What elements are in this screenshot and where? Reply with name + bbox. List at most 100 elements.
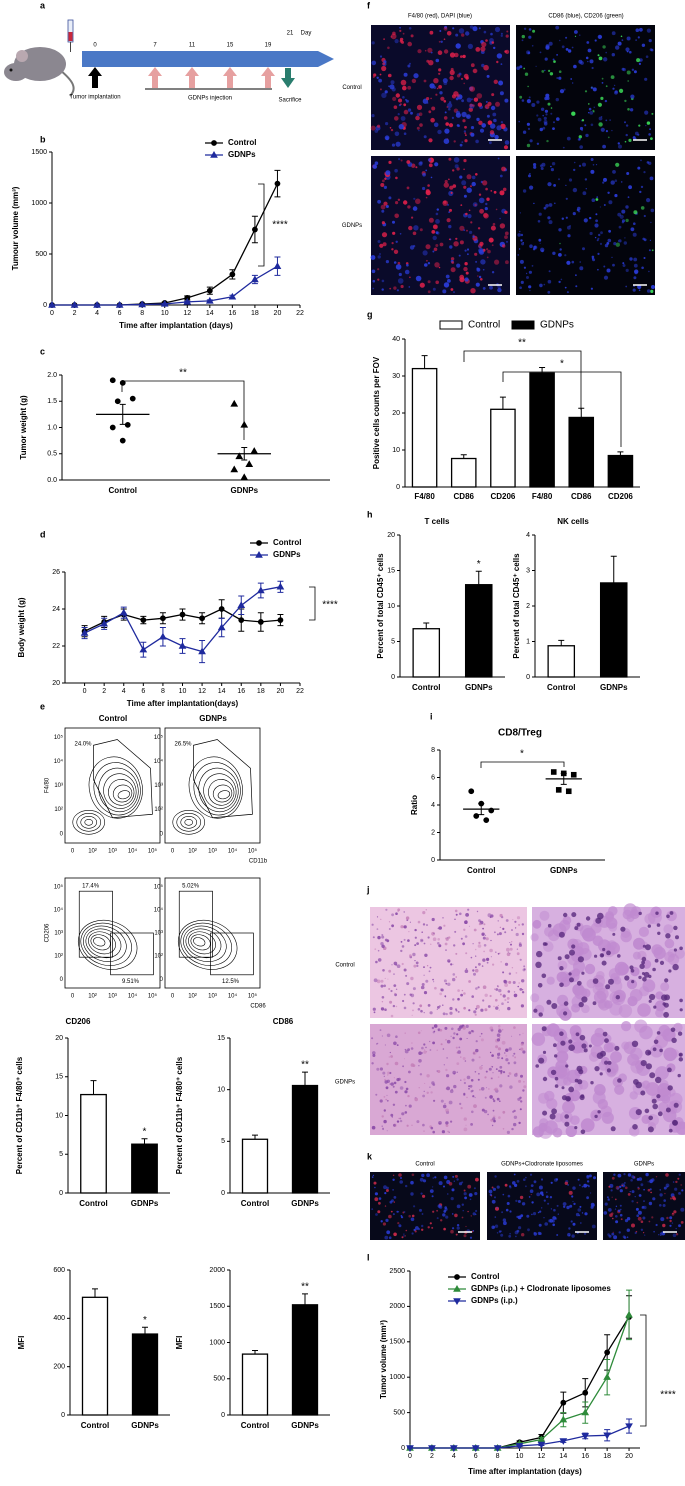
line [52, 265, 278, 306]
texture-dot [643, 1200, 645, 1202]
texture-dot [505, 34, 509, 38]
texture-dot [483, 923, 486, 926]
texture-dot [484, 993, 488, 997]
texture-dot [379, 73, 382, 76]
texture-dot [546, 976, 555, 985]
contour [80, 922, 132, 966]
x-tick-label: 6 [474, 1453, 478, 1460]
nucleus [679, 1008, 683, 1012]
texture-dot [464, 277, 469, 282]
marker [70, 300, 79, 308]
texture-dot [543, 1217, 545, 1219]
texture-dot [648, 133, 651, 136]
texture-dot [615, 162, 620, 167]
texture-dot [615, 1185, 620, 1190]
texture-dot [462, 1210, 464, 1212]
texture-dot [427, 47, 433, 53]
texture-dot [382, 1128, 384, 1131]
marker [115, 300, 124, 308]
texture-dot [377, 240, 381, 243]
texture-dot [614, 1208, 617, 1210]
texture-dot [614, 1084, 625, 1095]
texture-dot [455, 952, 458, 955]
texture-dot [375, 1213, 378, 1216]
texture-dot [478, 1073, 480, 1075]
texture-dot [374, 161, 379, 165]
texture-dot [627, 108, 630, 111]
texture-dot [445, 1088, 447, 1090]
texture-dot [500, 123, 506, 129]
texture-dot [399, 37, 404, 42]
texture-dot [614, 194, 618, 198]
texture-dot [450, 1197, 454, 1201]
texture-dot [499, 217, 501, 220]
legend-swatch [511, 320, 535, 330]
texture-dot [523, 968, 526, 971]
texture-dot [558, 280, 561, 284]
marker [109, 424, 116, 431]
texture-dot [436, 1008, 438, 1011]
texture-dot [548, 1219, 552, 1223]
texture-dot [388, 988, 391, 990]
texture-dot [500, 961, 502, 963]
nucleus [564, 1114, 569, 1119]
texture-dot [371, 1037, 374, 1040]
texture-dot [459, 225, 465, 231]
texture-dot [448, 1100, 453, 1105]
texture-dot [499, 993, 502, 996]
category-label: Control [547, 683, 575, 692]
texture-dot [453, 140, 456, 143]
nucleus [604, 1038, 609, 1043]
texture-dot [580, 1118, 595, 1132]
y-tick-label: 0 [221, 1412, 225, 1419]
marker [581, 1433, 590, 1440]
event-label: GDNPs injection [188, 96, 232, 102]
texture-dot [579, 261, 581, 263]
texture-dot [452, 1227, 455, 1230]
texture-dot [601, 82, 604, 84]
nucleus [538, 1057, 545, 1064]
texture-dot [533, 245, 538, 250]
texture-dot [611, 1196, 613, 1198]
texture-dot [453, 241, 459, 247]
texture-dot [537, 1211, 540, 1214]
texture-dot [466, 229, 468, 232]
texture-dot [505, 1048, 509, 1052]
mouse-tail [59, 69, 75, 97]
gate [78, 890, 113, 958]
marker [625, 1310, 633, 1318]
texture-dot [409, 245, 415, 250]
contour [76, 812, 102, 832]
texture-dot [521, 39, 524, 42]
texture-dot [454, 918, 456, 920]
texture-dot [572, 187, 578, 193]
texture-dot [612, 1217, 614, 1220]
contour [172, 809, 206, 835]
y-tick-label: 10 [387, 603, 395, 610]
texture-dot [495, 1068, 498, 1070]
texture-dot [466, 1075, 471, 1080]
texture-dot [385, 205, 389, 208]
texture-dot [581, 1185, 584, 1188]
annotation: **** [272, 220, 288, 231]
texture-dot [513, 1026, 516, 1029]
texture-dot [462, 942, 465, 946]
texture-dot [486, 961, 489, 964]
annotation: * [560, 359, 564, 370]
texture-dot [400, 1177, 402, 1179]
texture-dot [641, 266, 644, 270]
nucleus [581, 971, 585, 975]
texture-dot [414, 928, 417, 932]
texture-dot [481, 1108, 485, 1112]
y-tick-label: 10 [55, 1112, 63, 1119]
y-tick-label: 10⁵ [154, 734, 164, 741]
x-tick-label: 10³ [208, 994, 217, 1000]
texture-dot [381, 92, 387, 99]
texture-dot [588, 1051, 599, 1062]
texture-dot [407, 64, 411, 68]
texture-dot [436, 1070, 439, 1072]
y-tick-label: 0 [396, 484, 400, 491]
texture-dot [393, 1081, 397, 1085]
x-tick-label: 2 [430, 1453, 434, 1460]
texture-dot [399, 1180, 404, 1184]
